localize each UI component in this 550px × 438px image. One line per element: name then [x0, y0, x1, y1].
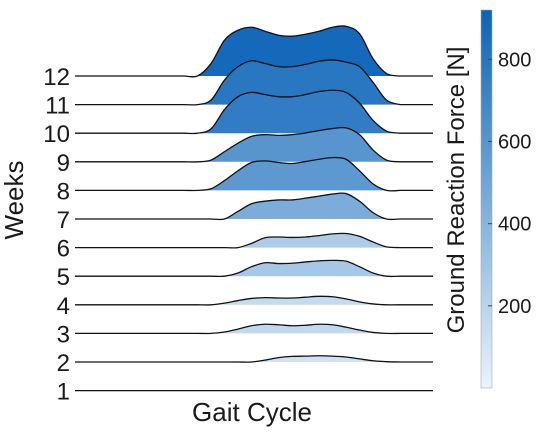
colorbar-tick-label-200: 200 [498, 296, 531, 318]
ridge-fill-week-7 [75, 193, 433, 220]
ridge-line-week-11 [75, 59, 433, 106]
week-tick-label-6: 6 [57, 236, 70, 263]
ridge-week-2 [75, 355, 433, 363]
x-axis-title: Gait Cycle [192, 397, 312, 427]
week-tick-label-2: 2 [57, 350, 70, 377]
ridge-line-week-8 [75, 156, 433, 192]
ridge-week-10 [75, 89, 433, 135]
ridge-fill-week-3 [75, 324, 433, 334]
colorbar-tick-label-400: 400 [498, 214, 531, 236]
colorbar-tick-label-600: 600 [498, 131, 531, 153]
colorbar [480, 9, 493, 389]
colorbar-ticks: 200 400 600 800 [488, 49, 531, 318]
week-tick-label-11: 11 [45, 93, 70, 120]
week-tick-label-3: 3 [57, 321, 70, 348]
week-tick-label-1: 1 [57, 379, 70, 406]
ridge-fill-week-8 [75, 157, 433, 191]
y-axis-title: Weeks [0, 161, 29, 240]
ridge-fill-week-9 [75, 127, 433, 162]
ridge-week-3 [75, 323, 433, 335]
ridge-fill-week-10 [75, 90, 433, 134]
ridge-week-5 [75, 259, 433, 278]
ridge-fill-week-5 [75, 260, 433, 277]
ridge-line-week-9 [75, 126, 433, 163]
ridge-line-week-6 [75, 232, 433, 249]
ridge-line-week-3 [75, 323, 433, 335]
ridge-week-4 [75, 295, 433, 306]
ridge-line-week-4 [75, 295, 433, 306]
week-tick-label-7: 7 [57, 207, 70, 234]
ridge-week-9 [75, 126, 433, 163]
week-tick-label-12: 12 [43, 64, 70, 91]
ridge-line-week-5 [75, 259, 433, 278]
ridge-fill-week-6 [75, 233, 433, 248]
ridge-line-week-2 [75, 355, 433, 363]
week-tick-label-8: 8 [57, 178, 70, 205]
ridge-line-week-10 [75, 89, 433, 135]
ridges-layer [75, 25, 433, 392]
ridge-week-6 [75, 232, 433, 249]
ridge-week-7 [75, 192, 433, 221]
week-tick-label-10: 10 [43, 121, 70, 148]
week-tick-label-9: 9 [57, 150, 70, 177]
ridge-week-8 [75, 156, 433, 192]
ridge-line-week-12 [75, 25, 433, 78]
colorbar-tick-label-800: 800 [498, 49, 531, 71]
colorbar-title: Ground Reaction Force [N] [443, 47, 470, 334]
ridge-line-week-7 [75, 192, 433, 221]
week-tick-label-5: 5 [57, 264, 70, 291]
week-tick-label-4: 4 [57, 293, 70, 320]
